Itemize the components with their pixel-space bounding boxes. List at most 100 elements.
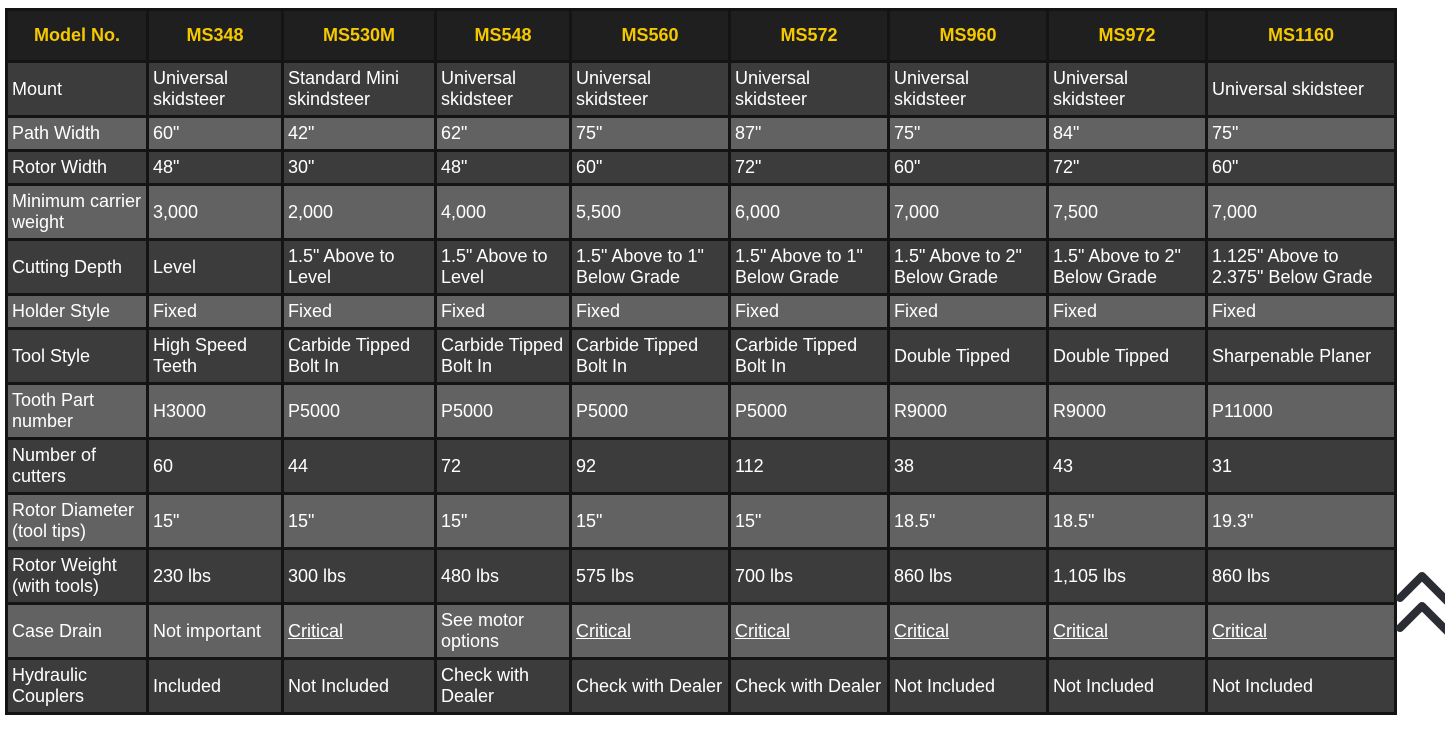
row-label: Case Drain: [8, 605, 146, 657]
table-cell: Level: [149, 241, 281, 293]
table-cell: 112: [731, 440, 887, 492]
critical-link[interactable]: Critical: [288, 620, 344, 641]
table-cell: 72": [1049, 152, 1205, 183]
table-row: Number of cutters 60 44 72 92 112 38 43 31: [8, 440, 1394, 492]
table-cell: 230 lbs: [149, 550, 281, 602]
table-cell: Included: [149, 660, 281, 712]
table-cell: 1.5" Above to Level: [284, 241, 434, 293]
table-row: Holder Style Fixed Fixed Fixed Fixed Fixed Fix…: [8, 296, 1394, 327]
table-row: Cutting Depth Level 1.5" Above to Level 1.5…: [8, 241, 1394, 293]
table-row: Rotor Diameter (tool tips) 15" 15" 15" 15" 15…: [8, 495, 1394, 547]
table-cell: Critical: [1208, 605, 1394, 657]
table-cell: 7,000: [1208, 186, 1394, 238]
table-cell: Universal skidsteer: [572, 63, 728, 115]
table-row: Minimum carrier weight 3,000 2,000 4,000 5,5…: [8, 186, 1394, 238]
table-cell: 1.5" Above to 2" Below Grade: [890, 241, 1046, 293]
table-cell: 2,000: [284, 186, 434, 238]
table-row: Mount Universal skidsteer Standard Mini sk…: [8, 63, 1394, 115]
table-cell: 15": [731, 495, 887, 547]
table-cell: 30": [284, 152, 434, 183]
table-cell: 19.3": [1208, 495, 1394, 547]
table-cell: 15": [572, 495, 728, 547]
table-cell: Universal skidsteer: [890, 63, 1046, 115]
table-cell: Double Tipped: [1049, 330, 1205, 382]
table-cell: 15": [284, 495, 434, 547]
critical-link[interactable]: Critical: [894, 620, 950, 641]
critical-link[interactable]: Critical: [735, 620, 791, 641]
table-cell: R9000: [1049, 385, 1205, 437]
table-cell: 31: [1208, 440, 1394, 492]
table-cell: 72": [731, 152, 887, 183]
table-cell: 60": [1208, 152, 1394, 183]
table-cell: 1.125" Above to 2.375" Below Grade: [1208, 241, 1394, 293]
header-ms560: MS560: [572, 11, 728, 60]
row-label: Rotor Weight (with tools): [8, 550, 146, 602]
critical-link[interactable]: Critical: [1212, 620, 1268, 641]
row-label: Tooth Part number: [8, 385, 146, 437]
table-cell: Fixed: [731, 296, 887, 327]
table-cell: Universal skidsteer: [1208, 63, 1394, 115]
table-cell: Check with Dealer: [731, 660, 887, 712]
header-ms548: MS548: [437, 11, 569, 60]
table-cell: Fixed: [1208, 296, 1394, 327]
table-cell: 4,000: [437, 186, 569, 238]
table-cell: Check with Dealer: [572, 660, 728, 712]
table-cell: Fixed: [437, 296, 569, 327]
table-cell: 300 lbs: [284, 550, 434, 602]
table-cell: 87": [731, 118, 887, 149]
table-cell: Not Included: [1049, 660, 1205, 712]
table-cell: Double Tipped: [890, 330, 1046, 382]
critical-link[interactable]: Critical: [576, 620, 632, 641]
critical-link[interactable]: Critical: [1053, 620, 1109, 641]
table-row: Path Width 60" 42" 62" 75" 87" 75" 84" 75": [8, 118, 1394, 149]
table-cell: Fixed: [890, 296, 1046, 327]
table-cell: 75": [890, 118, 1046, 149]
header-ms972: MS972: [1049, 11, 1205, 60]
spec-comparison-table: Model No. MS348 MS530M MS548 MS560 MS572 MS960…: [5, 8, 1397, 715]
table-row: Rotor Weight (with tools) 230 lbs 300 lbs 4…: [8, 550, 1394, 602]
table-cell: Check with Dealer: [437, 660, 569, 712]
spec-table-container: Model No. MS348 MS530M MS548 MS560 MS572 MS960…: [5, 8, 1397, 715]
table-cell: Universal skidsteer: [437, 63, 569, 115]
table-cell: Universal skidsteer: [149, 63, 281, 115]
table-cell: Carbide Tipped Bolt In: [437, 330, 569, 382]
table-cell: Fixed: [1049, 296, 1205, 327]
table-cell: Universal skidsteer: [1049, 63, 1205, 115]
header-ms348: MS348: [149, 11, 281, 60]
table-cell: P5000: [572, 385, 728, 437]
table-cell: 1.5" Above to Level: [437, 241, 569, 293]
table-cell: Carbide Tipped Bolt In: [731, 330, 887, 382]
header-ms530m: MS530M: [284, 11, 434, 60]
table-cell: 72: [437, 440, 569, 492]
table-cell: 860 lbs: [1208, 550, 1394, 602]
scroll-to-top-button[interactable]: [1392, 568, 1445, 638]
table-cell: 7,500: [1049, 186, 1205, 238]
table-cell: Sharpenable Planer: [1208, 330, 1394, 382]
table-cell: H3000: [149, 385, 281, 437]
row-label: Holder Style: [8, 296, 146, 327]
table-cell: 60": [890, 152, 1046, 183]
table-cell: Fixed: [149, 296, 281, 327]
table-cell: 75": [572, 118, 728, 149]
table-row: Tool Style High Speed Teeth Carbide Tipped…: [8, 330, 1394, 382]
table-cell: 15": [149, 495, 281, 547]
header-row: Model No. MS348 MS530M MS548 MS560 MS572 MS960…: [8, 11, 1394, 60]
row-label: Rotor Width: [8, 152, 146, 183]
table-cell: 1.5" Above to 1" Below Grade: [572, 241, 728, 293]
table-cell: Not Included: [1208, 660, 1394, 712]
table-row: Rotor Width 48" 30" 48" 60" 72" 60" 72" 60": [8, 152, 1394, 183]
table-cell: See motor options: [437, 605, 569, 657]
row-label: Path Width: [8, 118, 146, 149]
row-label: Tool Style: [8, 330, 146, 382]
table-cell: Critical: [572, 605, 728, 657]
table-cell: Carbide Tipped Bolt In: [572, 330, 728, 382]
table-cell: Not important: [149, 605, 281, 657]
table-cell: Not Included: [890, 660, 1046, 712]
table-cell: 60": [149, 118, 281, 149]
table-cell: 860 lbs: [890, 550, 1046, 602]
table-cell: 1.5" Above to 2" Below Grade: [1049, 241, 1205, 293]
table-cell: 480 lbs: [437, 550, 569, 602]
table-cell: 92: [572, 440, 728, 492]
table-cell: 15": [437, 495, 569, 547]
table-cell: 5,500: [572, 186, 728, 238]
